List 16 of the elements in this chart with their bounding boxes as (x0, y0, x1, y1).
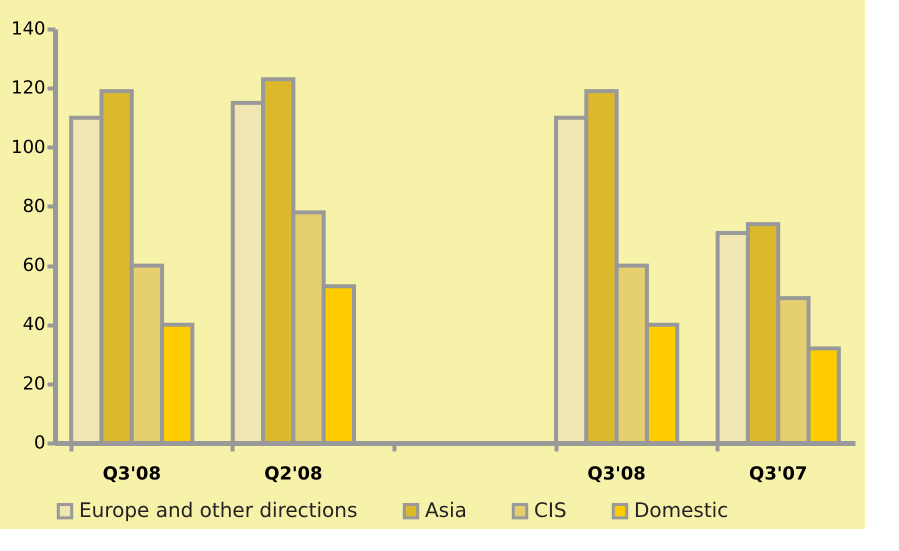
y-tick-label: 120 (11, 78, 46, 99)
legend-label: Domestic (634, 498, 728, 522)
legend-label: CIS (534, 498, 567, 522)
y-tick-label: 100 (11, 136, 46, 158)
y-tick-label: 80 (22, 196, 46, 217)
y-tick-label: 140 (11, 18, 46, 40)
y-tick-label: 20 (22, 373, 46, 394)
x-tick-label: Q3'08 (587, 464, 646, 484)
legend-label: Europe and other directions (79, 498, 358, 522)
x-tick-label: Q3'08 (102, 464, 161, 484)
x-tick-label: Q3'07 (749, 464, 808, 484)
legend-label: Asia (425, 498, 467, 522)
y-tick-label: 40 (22, 314, 46, 336)
y-tick-label: 0 (34, 432, 46, 454)
y-tick-label: 60 (22, 255, 46, 276)
x-tick-label: Q2'08 (264, 464, 323, 484)
